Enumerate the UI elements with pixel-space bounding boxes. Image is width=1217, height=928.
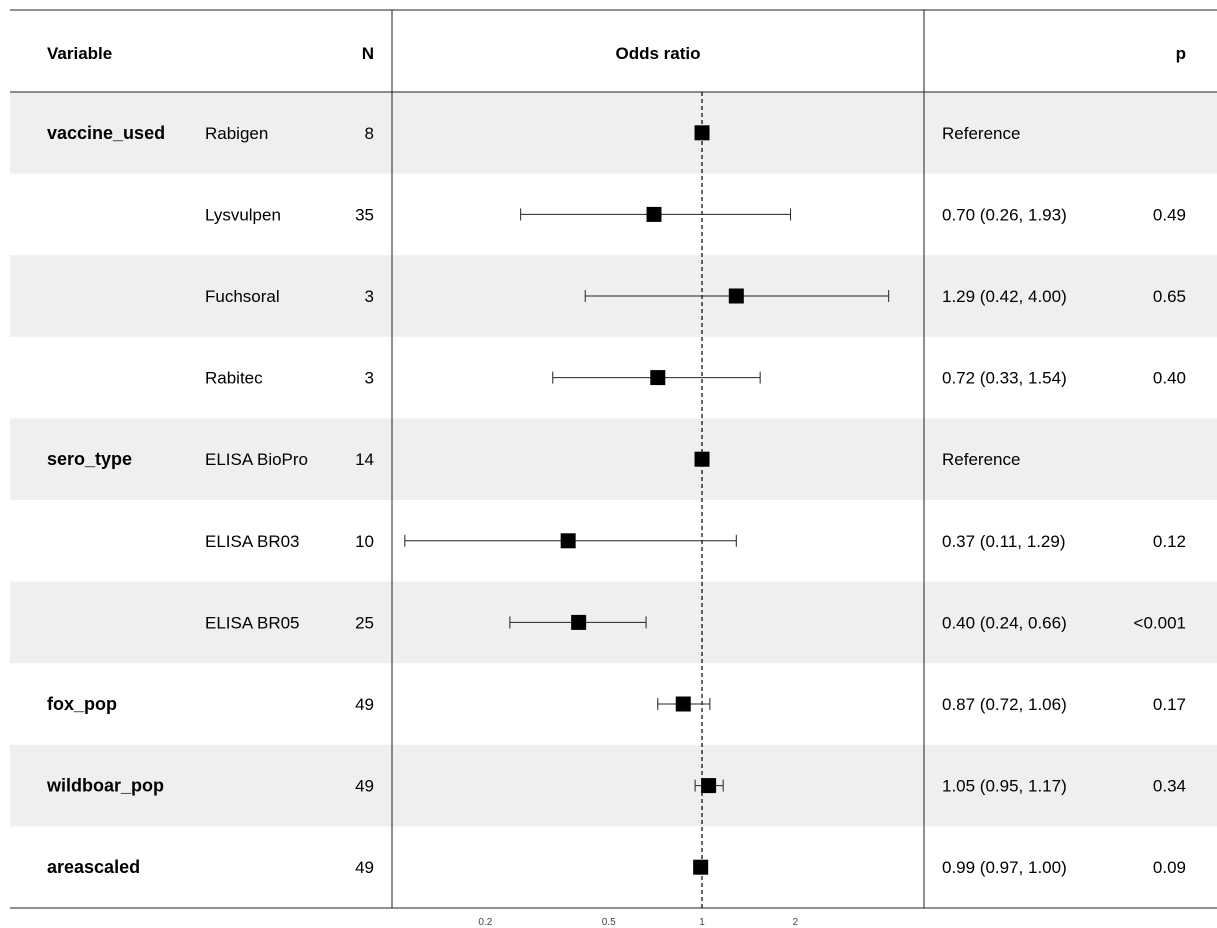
- row-variable: wildboar_pop: [46, 776, 164, 796]
- row-level: Rabigen: [205, 124, 268, 143]
- table-row: wildboar_pop 49 1.05 (0.95, 1.17) 0.34: [46, 776, 1186, 796]
- row-estimate-ci: Reference: [942, 124, 1020, 143]
- table-row: vaccine_used Rabigen 8 Reference: [47, 123, 1020, 143]
- row-n: 49: [355, 695, 374, 714]
- row-p-value: <0.001: [1134, 613, 1186, 632]
- row-p-value: 0.12: [1153, 532, 1186, 551]
- row-level: ELISA BR03: [205, 532, 300, 551]
- row-estimate-ci: 1.05 (0.95, 1.17): [942, 777, 1067, 796]
- column-headers: Variable N Odds ratio p: [47, 44, 1186, 63]
- row-variable: sero_type: [47, 449, 132, 469]
- row-n: 8: [365, 124, 374, 143]
- row-estimate-ci: 0.87 (0.72, 1.06): [942, 695, 1067, 714]
- row-level: ELISA BioPro: [205, 450, 308, 469]
- point-estimate-marker: [728, 288, 744, 304]
- row-n: 49: [355, 777, 374, 796]
- header-odds-ratio: Odds ratio: [615, 44, 700, 63]
- row-stripes: [10, 92, 1217, 827]
- row-stripe: [10, 744, 1217, 827]
- x-axis-ticks: 0.2 0.5 1 2: [478, 917, 798, 928]
- x-tick-label: 1: [699, 917, 705, 928]
- point-estimate-marker: [701, 778, 717, 794]
- row-variable: areascaled: [47, 857, 140, 877]
- row-n: 3: [365, 287, 374, 306]
- point-estimate-marker: [675, 696, 691, 712]
- row-p-value: 0.17: [1153, 695, 1186, 714]
- header-variable: Variable: [47, 44, 112, 63]
- row-n: 35: [355, 205, 374, 224]
- row-n: 3: [365, 369, 374, 388]
- point-estimate-marker: [560, 533, 576, 549]
- table-row: ELISA BR03 10 0.37 (0.11, 1.29) 0.12: [205, 532, 1186, 551]
- x-tick-label: 0.5: [602, 917, 616, 928]
- table-row: ELISA BR05 25 0.40 (0.24, 0.66) <0.001: [205, 613, 1186, 632]
- row-estimate-ci: 0.72 (0.33, 1.54): [942, 369, 1067, 388]
- row-estimate-ci: Reference: [942, 450, 1020, 469]
- row-level: Rabitec: [205, 369, 263, 388]
- point-estimate-marker: [693, 859, 709, 875]
- row-stripe: [10, 92, 1217, 174]
- row-n: 49: [355, 858, 374, 877]
- point-estimate-marker: [694, 451, 710, 467]
- row-level: Lysvulpen: [205, 205, 281, 224]
- table-frame: [10, 9, 1217, 909]
- row-estimate-ci: 0.70 (0.26, 1.93): [942, 205, 1067, 224]
- row-p-value: 0.49: [1153, 205, 1186, 224]
- row-n: 10: [355, 532, 374, 551]
- row-estimate-ci: 0.99 (0.97, 1.00): [942, 858, 1067, 877]
- row-stripe: [10, 418, 1217, 500]
- table-row: areascaled 49 0.99 (0.97, 1.00) 0.09: [47, 857, 1186, 877]
- row-estimate-ci: 0.40 (0.24, 0.66): [942, 613, 1067, 632]
- table-row: fox_pop 49 0.87 (0.72, 1.06) 0.17: [47, 694, 1186, 714]
- row-level: ELISA BR05: [205, 613, 300, 632]
- row-variable: fox_pop: [47, 694, 117, 714]
- x-tick-label: 2: [793, 917, 799, 928]
- table-rows: vaccine_used Rabigen 8 Reference Lysvulpen 35…: [46, 123, 1186, 877]
- row-estimate-ci: 1.29 (0.42, 4.00): [942, 287, 1067, 306]
- row-estimate-ci: 0.37 (0.11, 1.29): [942, 532, 1066, 551]
- point-estimate-marker: [646, 206, 662, 222]
- x-tick-label: 0.2: [478, 917, 492, 928]
- row-n: 14: [355, 450, 374, 469]
- row-level: Fuchsoral: [205, 287, 280, 306]
- table-row: Rabitec 3 0.72 (0.33, 1.54) 0.40: [205, 369, 1186, 388]
- header-n: N: [362, 44, 374, 63]
- point-estimate-marker: [650, 370, 666, 386]
- row-p-value: 0.65: [1153, 287, 1186, 306]
- row-p-value: 0.09: [1153, 858, 1186, 877]
- table-row: sero_type ELISA BioPro 14 Reference: [47, 449, 1020, 469]
- point-estimate-marker: [694, 125, 710, 141]
- header-p: p: [1176, 44, 1186, 63]
- row-p-value: 0.40: [1153, 369, 1186, 388]
- row-variable: vaccine_used: [47, 123, 165, 143]
- table-row: Lysvulpen 35 0.70 (0.26, 1.93) 0.49: [205, 205, 1186, 224]
- row-n: 25: [355, 613, 374, 632]
- row-p-value: 0.34: [1153, 777, 1186, 796]
- point-estimate-marker: [571, 614, 587, 630]
- table-row: Fuchsoral 3 1.29 (0.42, 4.00) 0.65: [205, 287, 1186, 306]
